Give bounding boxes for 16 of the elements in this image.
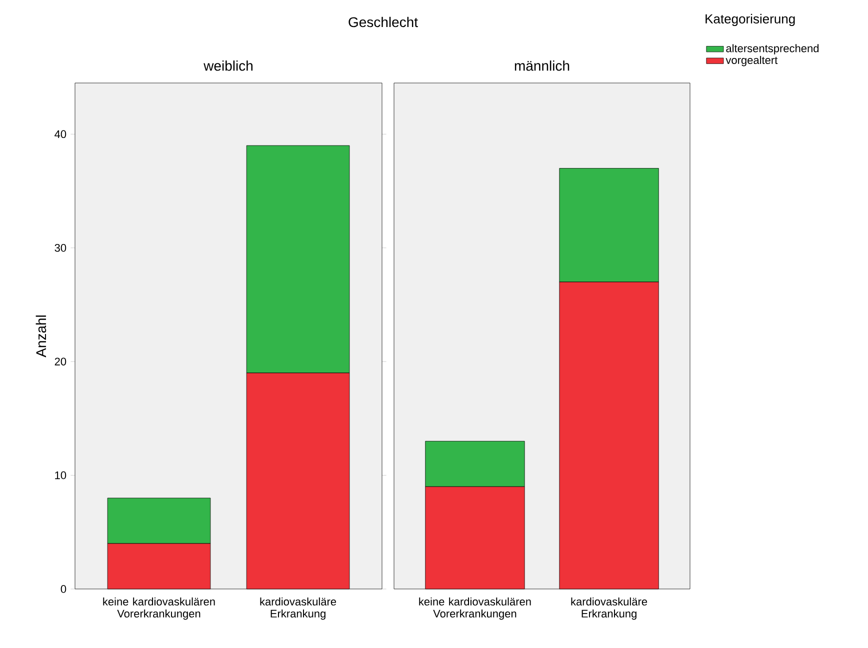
y-tick-label: 10 xyxy=(55,471,66,480)
y-axis-title: Anzahl xyxy=(36,316,46,358)
legend-label: vorgealtert xyxy=(726,56,778,66)
legend-title: Kategorisierung xyxy=(706,14,795,26)
y-tick-label: 20 xyxy=(54,358,66,366)
y-tick-label: 40 xyxy=(54,130,66,138)
chart-subtitle: männlich xyxy=(514,60,570,71)
legend-label: altersentsprechend xyxy=(726,44,819,54)
x-tick-label: keine kardiovaskulären Vorerkrankungen xyxy=(103,597,215,620)
chart-title: Geschlecht xyxy=(348,16,418,28)
y-tick-label: 0 xyxy=(60,585,66,593)
chart-subtitle: weiblich xyxy=(204,60,252,71)
x-tick-label: keine kardiovaskulären Vorerkrankungen xyxy=(419,597,531,620)
y-tick-label: 30 xyxy=(54,244,66,252)
x-tick-label: kardiovaskuläre Erkrankung xyxy=(571,597,648,620)
x-tick-label: kardiovaskuläre Erkrankung xyxy=(260,597,336,620)
